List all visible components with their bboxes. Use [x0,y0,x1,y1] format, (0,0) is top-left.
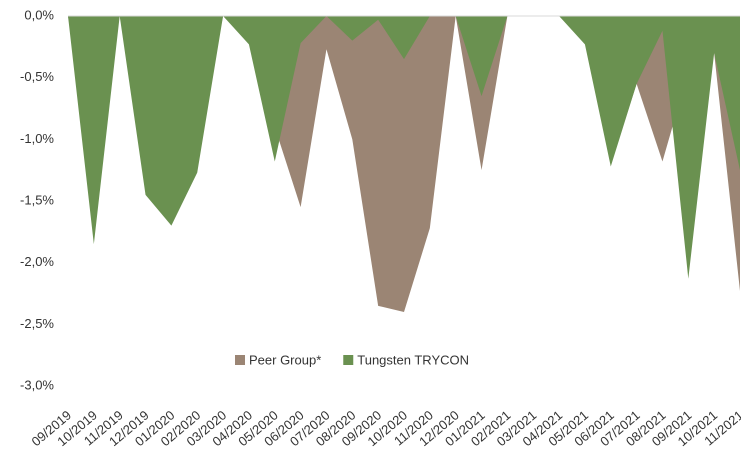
y-tick-label: 0,0% [24,7,54,22]
y-tick-label: -1,5% [20,192,54,207]
y-tick-label: -3,0% [20,377,54,392]
legend-label: Peer Group* [249,352,321,367]
area [68,16,740,279]
legend-label: Tungsten TRYCON [357,352,469,367]
y-tick-label: -0,5% [20,69,54,84]
y-tick-label: -2,0% [20,254,54,269]
legend-swatch [343,355,354,365]
y-tick-label: -2,5% [20,316,54,331]
y-tick-label: -1,0% [20,131,54,146]
legend-swatch [235,355,245,365]
area [68,16,740,312]
